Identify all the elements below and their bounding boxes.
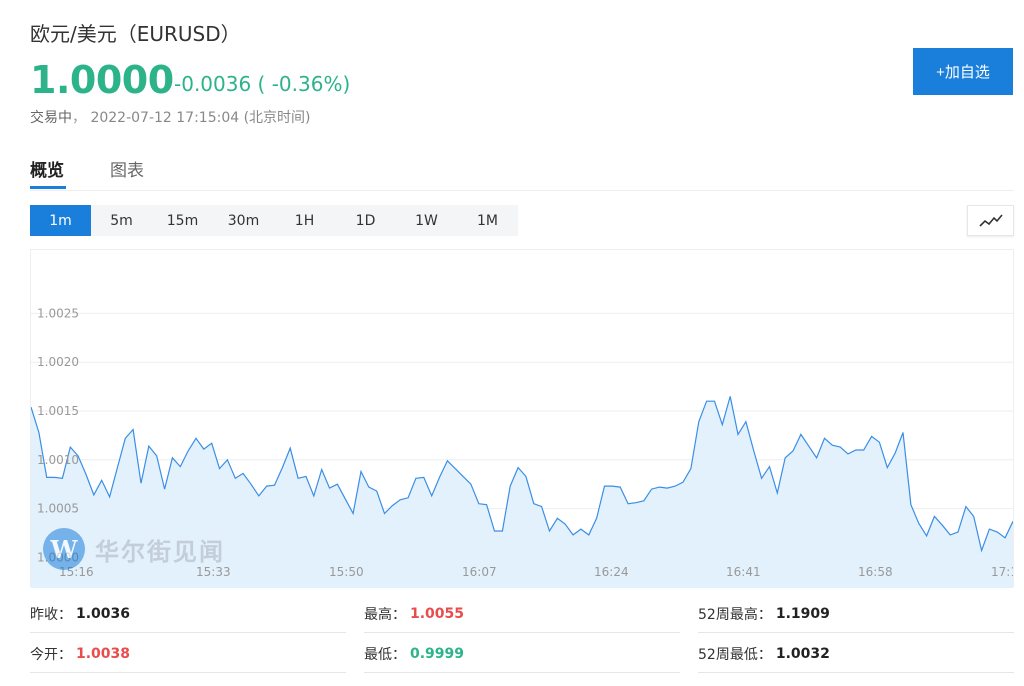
- stat-52w-low: 52周最低： 1.0032: [698, 636, 1014, 673]
- y-tick-label: 1.0020: [37, 355, 79, 369]
- stat-label: 52周最高：: [698, 607, 772, 623]
- period-30m[interactable]: 30m: [227, 212, 260, 229]
- stat-low: 最低： 0.9999: [364, 636, 680, 673]
- chart-type-toggle[interactable]: [967, 205, 1014, 236]
- x-tick-label: 17:1: [991, 565, 1013, 579]
- stat-value: 1.0036: [76, 606, 131, 622]
- x-tick-label: 16:07: [462, 565, 497, 579]
- stat-value: 1.0032: [775, 646, 830, 662]
- period-1d[interactable]: 1D: [355, 212, 376, 229]
- stat-label: 昨收：: [30, 607, 72, 623]
- status-separator: ，: [72, 110, 86, 126]
- watermark-text: 华尔街见闻: [95, 536, 225, 566]
- period-selector: 1m 5m 15m 30m 1H 1D 1W 1M: [30, 205, 518, 236]
- y-tick-label: 1.0005: [37, 502, 79, 516]
- period-1w[interactable]: 1W: [415, 212, 438, 229]
- period-1m[interactable]: 1m: [30, 205, 91, 236]
- stat-value: 0.9999: [410, 646, 465, 662]
- stat-label: 今开：: [30, 647, 72, 663]
- period-1mo[interactable]: 1M: [477, 212, 498, 229]
- stat-prev-close: 昨收： 1.0036: [30, 596, 346, 633]
- current-price: 1.0000: [30, 58, 174, 102]
- y-tick-label: 1.0025: [37, 306, 79, 320]
- period-1h[interactable]: 1H: [294, 212, 315, 229]
- status-label: 交易中: [30, 110, 72, 126]
- stat-label: 最低：: [364, 647, 406, 663]
- tab-chart[interactable]: 图表: [110, 161, 144, 181]
- stat-value: 1.1909: [775, 606, 830, 622]
- timestamp: 2022-07-12 17:15:04 (北京时间): [90, 110, 311, 126]
- price-chart[interactable]: 1.00251.00201.00151.00101.00051.000015:1…: [30, 249, 1014, 588]
- active-tab-indicator: [30, 186, 66, 189]
- x-tick-label: 15:50: [329, 565, 364, 579]
- x-tick-label: 15:33: [196, 565, 231, 579]
- watermark: W 华尔街见闻: [43, 528, 225, 570]
- x-tick-label: 16:41: [726, 565, 761, 579]
- line-chart-icon: [978, 213, 1003, 227]
- stat-high: 最高： 1.0055: [364, 596, 680, 633]
- stat-52w-high: 52周最高： 1.1909: [698, 596, 1014, 633]
- price-chart-svg: 1.00251.00201.00151.00101.00051.000015:1…: [31, 306, 1013, 588]
- stat-value: 1.0038: [76, 646, 131, 662]
- stat-open: 今开： 1.0038: [30, 636, 346, 673]
- period-5m[interactable]: 5m: [110, 212, 133, 229]
- page-title: 欧元/美元（EURUSD）: [30, 22, 241, 46]
- stat-value: 1.0055: [410, 606, 465, 622]
- x-tick-label: 16:58: [858, 565, 893, 579]
- price-area: [31, 396, 1013, 588]
- add-watchlist-button[interactable]: +加自选: [913, 48, 1013, 95]
- stat-label: 最高：: [364, 607, 406, 623]
- stat-label: 52周最低：: [698, 647, 772, 663]
- y-tick-label: 1.0010: [37, 453, 79, 467]
- tab-overview[interactable]: 概览: [30, 161, 64, 181]
- trading-status: 交易中， 2022-07-12 17:15:04 (北京时间): [30, 107, 311, 127]
- watermark-logo-icon: W: [43, 528, 85, 570]
- price-change: -0.0036 ( -0.36%): [174, 72, 351, 96]
- x-tick-label: 16:24: [594, 565, 629, 579]
- y-tick-label: 1.0015: [37, 404, 79, 418]
- period-15m[interactable]: 15m: [166, 212, 199, 229]
- price-line: [31, 396, 1013, 553]
- tab-bar: 概览 图表: [30, 150, 1014, 191]
